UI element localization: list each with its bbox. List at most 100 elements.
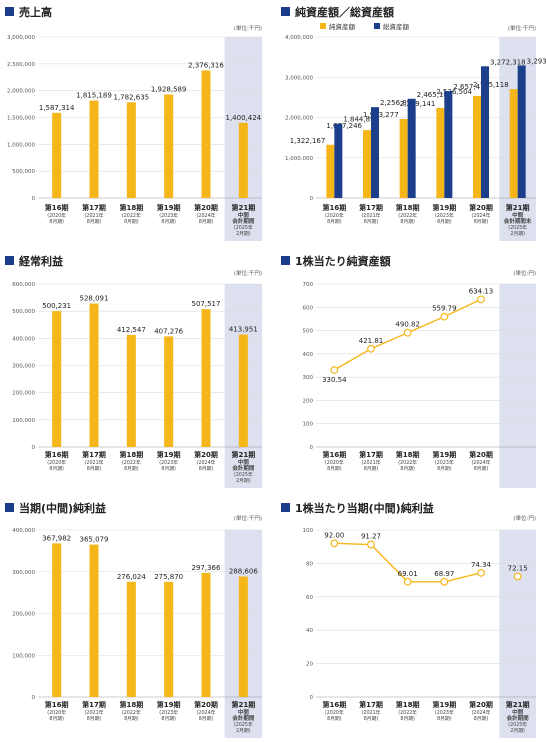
chart-panel-3: 経常利益 (単位:千円) 0 100,000 200,000 300,000 400,000… (5, 254, 262, 488)
data-label: 559.79 (432, 305, 457, 313)
y-tick-label: 100 (303, 422, 314, 428)
x-sub-label: 8月期) (199, 219, 214, 225)
bar (52, 543, 62, 697)
x-sub-label: (2022年 (122, 212, 141, 219)
chart-panel-4: 1株当たり純資産額 (単位:円) 0 100 200 300 400 500 600 700 330… (281, 254, 536, 488)
data-label: 3,272,318 (490, 58, 526, 66)
legend-label: 純資産額 (329, 22, 356, 31)
y-tick-label: 60 (306, 595, 313, 601)
x-sub-label: (2025年 (234, 224, 253, 231)
x-sub-label: (2021年 (362, 212, 381, 219)
x-sub-label: (2020年 (47, 459, 66, 466)
x-sub-label: (2025年 (508, 721, 527, 728)
data-label: 68.97 (434, 570, 454, 578)
y-tick-label: 40 (306, 628, 313, 634)
data-label: 3,293,379 (527, 57, 546, 65)
y-tick-label: 1,000,000 (7, 142, 35, 148)
chart-title: 売上高 (19, 5, 52, 19)
chart-title: 純資産額／総資産額 (295, 5, 394, 19)
bar (89, 303, 99, 447)
data-label: 72.15 (508, 565, 528, 573)
bar (326, 144, 335, 198)
bar (126, 581, 136, 697)
data-label: 421.81 (359, 337, 384, 345)
legend-swatch (320, 23, 326, 29)
x-sub-label: (2023年 (159, 709, 178, 716)
data-label: 2,536,504 (436, 88, 472, 96)
data-point (477, 295, 485, 304)
y-tick-label: 300,000 (12, 570, 35, 576)
bar (52, 112, 62, 198)
y-tick-label: 2,500,000 (7, 62, 35, 68)
data-label: 2,376,316 (188, 61, 224, 69)
x-category-label: 第19期 (157, 203, 181, 212)
data-label: 92.00 (324, 531, 344, 539)
data-label: 412,547 (117, 326, 146, 334)
bar (238, 122, 248, 198)
data-point (440, 312, 449, 321)
x-category-label: 第18期 (119, 203, 143, 212)
x-sub-label: (2023年 (435, 212, 454, 219)
x-sub-label: 8月期) (199, 466, 214, 472)
bar (201, 309, 211, 447)
x-category-label: 第21期 (506, 700, 530, 709)
y-tick-label: 600,000 (12, 282, 35, 288)
x-category-label: 第18期 (396, 700, 420, 709)
x-category-label: 第18期 (119, 700, 143, 709)
x-category-label: 第18期 (119, 450, 143, 459)
interim-highlight (499, 530, 536, 738)
bar (473, 95, 481, 198)
x-category-label: 第19期 (432, 203, 456, 212)
y-tick-label: 100,000 (12, 653, 35, 659)
x-sub-label: 8月期) (87, 716, 102, 722)
y-tick-label: 200,000 (12, 391, 35, 397)
y-tick-label: 0 (32, 445, 36, 451)
x-sub-label: 8月期) (87, 466, 102, 472)
x-sub-label: (2021年 (85, 212, 104, 219)
bar (164, 336, 174, 447)
y-tick-label: 20 (306, 662, 313, 668)
x-category-label: 第16期 (45, 700, 69, 709)
y-tick-label: 0 (310, 196, 314, 202)
data-point (330, 366, 339, 374)
x-category-label: 第16期 (45, 450, 69, 459)
data-point (440, 577, 449, 586)
unit-label: (単位:円) (513, 269, 536, 277)
x-sub-label: 中間 (238, 458, 250, 466)
bar (481, 66, 489, 198)
x-sub-label: (2025年 (234, 471, 253, 478)
data-label: 2,239,141 (400, 100, 436, 108)
x-category-label: 第16期 (322, 203, 346, 212)
data-label: 330.54 (322, 376, 347, 384)
x-sub-label: 8月期) (364, 716, 379, 722)
chart-title: 1株当たり純資産額 (295, 254, 391, 268)
chart-title: 1株当たり当期(中間)純利益 (295, 501, 434, 515)
y-tick-label: 80 (306, 561, 313, 567)
bar (164, 94, 174, 198)
x-sub-label: (2024年 (197, 459, 216, 466)
x-sub-label: 8月期) (364, 219, 379, 225)
x-sub-label: 2月期) (236, 478, 251, 484)
data-label: 91.27 (361, 533, 381, 541)
unit-label: (単位:千円) (234, 24, 262, 32)
data-point (403, 328, 412, 337)
y-tick-label: 3,000,000 (7, 35, 35, 41)
x-sub-label: 2月期) (236, 231, 251, 237)
x-sub-label: (2022年 (398, 709, 417, 716)
x-sub-label: (2023年 (435, 459, 454, 466)
data-label: 2,705,118 (473, 81, 509, 89)
y-tick-label: 500,000 (12, 309, 35, 315)
x-sub-label: (2021年 (362, 459, 381, 466)
x-category-label: 第17期 (82, 450, 106, 459)
y-tick-label: 200 (303, 398, 314, 404)
x-sub-label: (2022年 (398, 212, 417, 219)
chart-title: 経常利益 (19, 254, 63, 268)
y-tick-label: 4,000,000 (285, 35, 313, 41)
data-label: 500,231 (42, 302, 71, 310)
data-label: 1,400,424 (226, 114, 262, 122)
title-marker-icon (281, 503, 290, 512)
bar (509, 89, 518, 198)
data-label: 1,782,635 (114, 93, 150, 101)
y-tick-label: 200,000 (12, 612, 35, 618)
x-sub-label: 8月期) (161, 466, 176, 472)
